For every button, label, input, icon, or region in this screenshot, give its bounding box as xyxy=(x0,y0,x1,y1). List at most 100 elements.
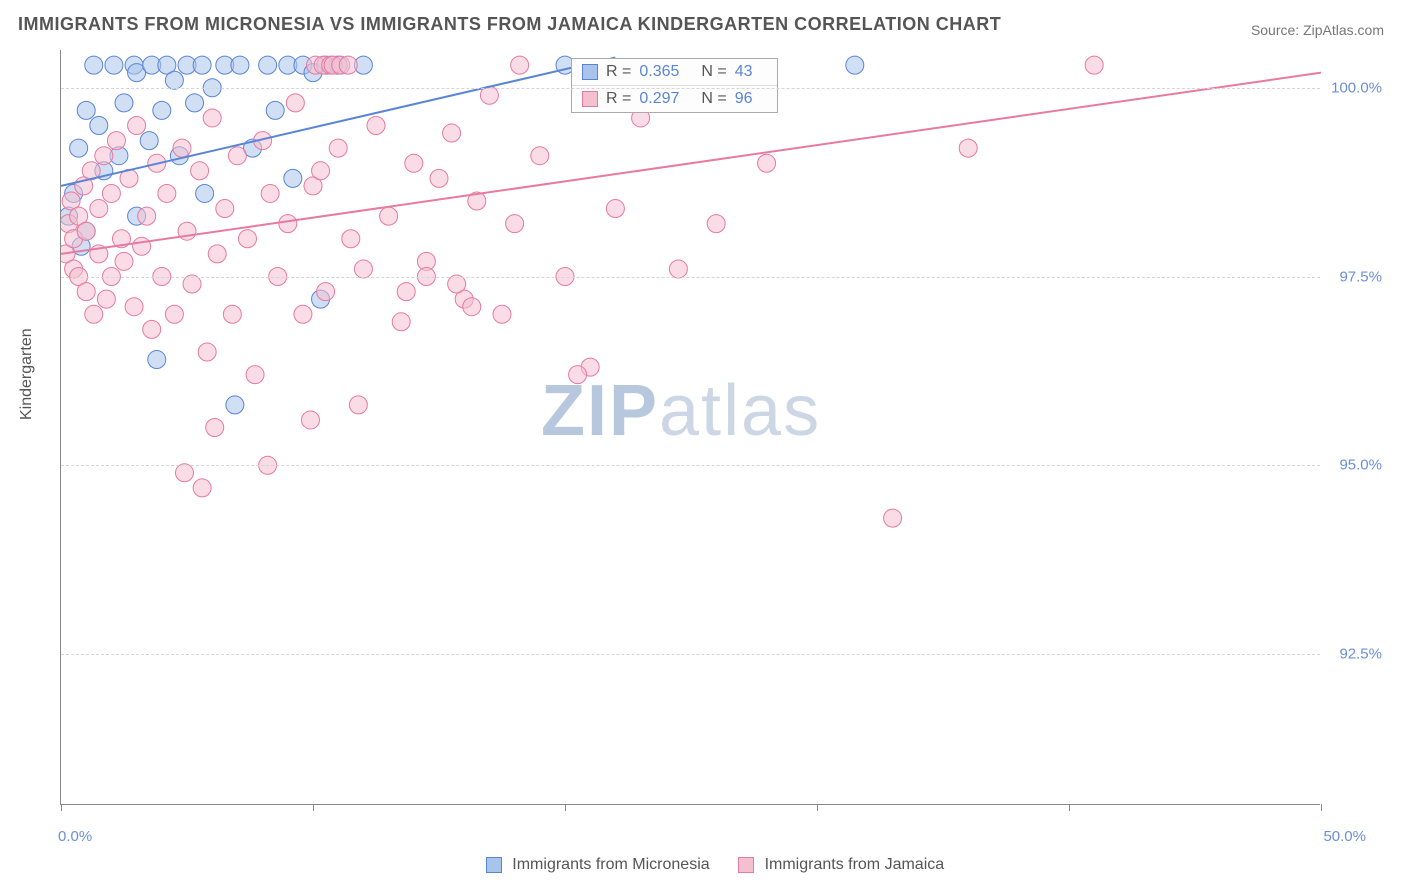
data-point xyxy=(198,343,216,361)
data-point xyxy=(90,200,108,218)
data-point xyxy=(97,290,115,308)
data-point xyxy=(102,184,120,202)
gridline xyxy=(61,88,1320,89)
data-point xyxy=(397,283,415,301)
data-point xyxy=(143,320,161,338)
data-point xyxy=(493,305,511,323)
data-point xyxy=(669,260,687,278)
data-point xyxy=(511,56,529,74)
data-point xyxy=(148,351,166,369)
data-point xyxy=(959,139,977,157)
x-tick xyxy=(817,804,818,811)
data-point xyxy=(367,117,385,135)
y-tick-label: 97.5% xyxy=(1339,268,1382,285)
y-tick-label: 100.0% xyxy=(1331,79,1382,96)
data-point xyxy=(125,298,143,316)
data-point xyxy=(284,169,302,187)
x-tick xyxy=(313,804,314,811)
legend-swatch-jamaica xyxy=(738,857,754,873)
legend: Immigrants from Micronesia Immigrants fr… xyxy=(0,856,1406,874)
data-point xyxy=(312,162,330,180)
data-point xyxy=(301,411,319,429)
data-point xyxy=(226,396,244,414)
data-point xyxy=(85,305,103,323)
data-point xyxy=(231,56,249,74)
data-point xyxy=(430,169,448,187)
data-point xyxy=(1085,56,1103,74)
data-point xyxy=(77,222,95,240)
data-point xyxy=(286,94,304,112)
data-point xyxy=(506,215,524,233)
data-point xyxy=(140,132,158,150)
gridline xyxy=(61,465,1320,466)
data-point xyxy=(448,275,466,293)
scatter-svg xyxy=(61,50,1321,805)
data-point xyxy=(707,215,725,233)
data-point xyxy=(153,101,171,119)
data-point xyxy=(294,305,312,323)
data-point xyxy=(238,230,256,248)
data-point xyxy=(95,147,113,165)
data-point xyxy=(191,162,209,180)
gridline xyxy=(61,654,1320,655)
data-point xyxy=(193,56,211,74)
data-point xyxy=(261,184,279,202)
data-point xyxy=(186,94,204,112)
data-point xyxy=(216,200,234,218)
data-point xyxy=(133,237,151,255)
data-point xyxy=(206,419,224,437)
data-point xyxy=(380,207,398,225)
data-point xyxy=(405,154,423,172)
y-axis-label: Kindergarten xyxy=(18,328,36,420)
data-point xyxy=(884,509,902,527)
data-point xyxy=(354,260,372,278)
x-tick xyxy=(61,804,62,811)
data-point xyxy=(107,132,125,150)
data-point xyxy=(183,275,201,293)
data-point xyxy=(193,479,211,497)
data-point xyxy=(279,215,297,233)
data-point xyxy=(115,252,133,270)
data-point xyxy=(138,207,156,225)
data-point xyxy=(342,230,360,248)
data-point xyxy=(203,109,221,127)
data-point xyxy=(531,147,549,165)
stats-row-jamaica: R = 0.297 N = 96 xyxy=(572,86,777,112)
data-point xyxy=(329,139,347,157)
data-point xyxy=(115,94,133,112)
data-point xyxy=(165,71,183,89)
chart-title: IMMIGRANTS FROM MICRONESIA VS IMMIGRANTS… xyxy=(18,14,1001,35)
data-point xyxy=(70,139,88,157)
swatch-jamaica xyxy=(582,91,598,107)
data-point xyxy=(158,184,176,202)
x-tick xyxy=(1069,804,1070,811)
x-tick xyxy=(1321,804,1322,811)
data-point xyxy=(349,396,367,414)
data-point xyxy=(90,117,108,135)
legend-label-micronesia: Immigrants from Micronesia xyxy=(512,856,709,873)
data-point xyxy=(85,56,103,74)
data-point xyxy=(317,283,335,301)
y-tick-label: 95.0% xyxy=(1339,457,1382,474)
data-point xyxy=(392,313,410,331)
data-point xyxy=(443,124,461,142)
data-point xyxy=(758,154,776,172)
data-point xyxy=(196,184,214,202)
stats-row-micronesia: R = 0.365 N = 43 xyxy=(572,59,777,86)
data-point xyxy=(77,283,95,301)
data-point xyxy=(77,101,95,119)
legend-swatch-micronesia xyxy=(486,857,502,873)
data-point xyxy=(246,366,264,384)
data-point xyxy=(463,298,481,316)
plot-area: ZIPatlas R = 0.365 N = 43 R = 0.297 N = … xyxy=(60,50,1320,805)
data-point xyxy=(208,245,226,263)
source-attribution: Source: ZipAtlas.com xyxy=(1251,22,1384,38)
gridline xyxy=(61,277,1320,278)
data-point xyxy=(165,305,183,323)
data-point xyxy=(173,139,191,157)
data-point xyxy=(606,200,624,218)
y-tick-label: 92.5% xyxy=(1339,646,1382,663)
data-point xyxy=(339,56,357,74)
data-point xyxy=(175,464,193,482)
data-point xyxy=(259,56,277,74)
